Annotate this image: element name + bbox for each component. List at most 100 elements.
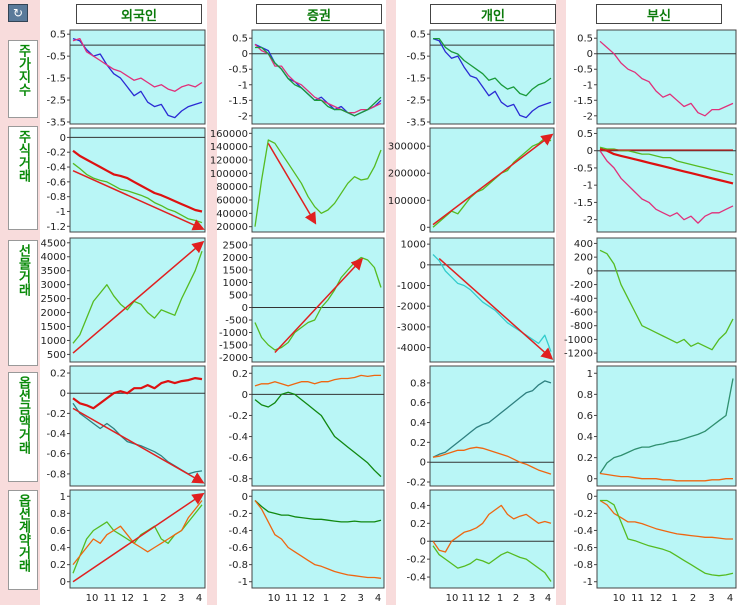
y-tick-label: 0: [420, 458, 426, 469]
y-tick-label: -1000: [564, 335, 593, 346]
y-tick-label: -600: [570, 308, 593, 319]
y-tick-label: -0.5: [573, 65, 593, 76]
trend-arrow: [72, 240, 205, 354]
y-tick-label: -0.8: [228, 474, 248, 485]
series-line-누적: [599, 378, 734, 474]
plot-area: [251, 237, 385, 363]
y-tick-label: 80000: [216, 182, 248, 193]
y-tick-label: -500: [225, 316, 248, 327]
chart-stock-individual: 300000 200000 100000 0: [388, 127, 555, 234]
y-tick-label: -0.2: [406, 478, 426, 489]
plot-area: [251, 489, 385, 589]
y-tick-label: -0.6: [573, 543, 593, 554]
y-tick-label: -0.6: [46, 449, 66, 460]
y-tick-label: 1000: [401, 240, 426, 251]
series-line-순매수: [254, 374, 381, 387]
series-line-순매수: [432, 504, 552, 553]
y-tick-label: 3500: [41, 266, 66, 277]
y-tick-label: -0.4: [228, 526, 248, 537]
series-line-순매수: [72, 377, 203, 410]
y-tick-label: -0.4: [46, 163, 66, 174]
y-tick-label: -0.4: [46, 429, 66, 440]
y-tick-label: -0.6: [228, 453, 248, 464]
y-tick-label: 300000: [388, 142, 426, 153]
bottom-axes: 10 11 12 1 2 3 4 10 11 12 1 2 3 4 10 11 12 1 2 3 4 10 11 12 1 2 3 4: [86, 593, 734, 604]
y-tick-label: -0.2: [228, 411, 248, 422]
y-tick-label: 0: [60, 133, 66, 144]
x-tick-label: 4: [375, 593, 381, 604]
x-tick-label: 10: [613, 593, 626, 604]
y-tick-label: -0.6: [46, 177, 66, 188]
y-tick-label: 1000: [41, 336, 66, 347]
y-tick-label: -1500: [219, 341, 248, 352]
series-line-누적: [72, 250, 203, 344]
y-tick-label: 0.5: [577, 129, 593, 140]
x-tick-label: 3: [529, 593, 535, 604]
series-line-순매수: [599, 472, 733, 482]
x-tick-label: 10: [268, 593, 281, 604]
y-tick-label: 20000: [216, 222, 248, 233]
series-line-순매수: [599, 147, 734, 185]
x-tick-label: 12: [478, 593, 491, 604]
y-tick-label: 0.2: [50, 560, 66, 571]
series-line-지수: [72, 37, 203, 119]
y-tick-label: 0: [587, 492, 593, 503]
y-tick-label: -1.5: [406, 74, 426, 85]
row-label-option-contract: 옵션계약거래: [8, 490, 38, 590]
y-tick-label: 0.4: [410, 501, 426, 512]
y-tick-label: 200: [574, 253, 593, 264]
plot-area: [69, 29, 206, 125]
series-line-순매수: [254, 500, 382, 579]
trend-arrow: [267, 142, 317, 225]
row-label-index: 주가지수: [8, 40, 38, 118]
y-tick-label: -0.5: [228, 65, 248, 76]
y-tick-label: 0: [60, 577, 66, 588]
chart-index-individual: 0.5 -0.5 -1.5 -2.5 -3.5: [406, 29, 555, 129]
y-tick-label: 3000: [41, 280, 66, 291]
x-tick-label: 1: [497, 593, 503, 604]
y-tick-label: -0.4: [573, 526, 593, 537]
y-tick-label: -2000: [397, 302, 426, 313]
column-header-individual: 개인: [430, 4, 556, 24]
y-tick-label: 0: [242, 303, 248, 314]
y-tick-label: 0: [420, 260, 426, 271]
y-tick-label: -1.5: [46, 74, 66, 85]
plot-area: [251, 29, 385, 125]
y-tick-label: 1000: [223, 278, 248, 289]
series-line-누적: [432, 545, 552, 582]
x-tick-label: 11: [103, 593, 116, 604]
y-tick-label: -2: [583, 215, 593, 226]
x-tick-label: 3: [708, 593, 714, 604]
y-tick-label: 400: [574, 239, 593, 250]
y-tick-label: -0.5: [406, 52, 426, 63]
series-line-순매수: [432, 446, 552, 475]
y-tick-label: 0: [420, 223, 426, 234]
y-tick-label: 100000: [210, 169, 248, 180]
y-tick-label: 4000: [41, 252, 66, 263]
x-tick-label: 1: [671, 593, 677, 604]
series-line-증권: [254, 43, 382, 114]
chart-futures-foreign: 4500 4000 3500 3000 2500 2000 1500 1000 500: [41, 237, 206, 363]
y-tick-label: 1: [60, 492, 66, 503]
y-tick-label: -0.8: [46, 469, 66, 480]
y-tick-label: -3.5: [406, 118, 426, 129]
series-line-누적: [599, 249, 734, 351]
y-tick-label: -4000: [397, 343, 426, 354]
y-tick-label: -0.5: [46, 52, 66, 63]
y-tick-label: 4500: [41, 238, 66, 249]
y-tick-label: -0.2: [406, 555, 426, 566]
y-tick-label: -2.5: [46, 96, 66, 107]
y-tick-label: -1200: [564, 349, 593, 360]
chart-stock-bushin: 0.5 0 -0.5 -1 -1.5 -2: [573, 127, 737, 233]
trend-arrow: [274, 257, 364, 354]
y-tick-label: -3000: [397, 322, 426, 333]
y-tick-label: -1000: [219, 328, 248, 339]
refresh-icon[interactable]: ↻: [8, 4, 28, 22]
y-tick-label: 160000: [210, 129, 248, 140]
chart-option-amount-securities: 0.2 0 -0.2 -0.4 -0.6 -0.8: [228, 365, 385, 487]
chart-futures-individual: 1000 0 -1000 -2000 -3000 -4000: [397, 237, 555, 363]
column-header-foreign: 외국인: [76, 4, 202, 24]
y-tick-label: -1000: [397, 281, 426, 292]
y-tick-label: 40000: [216, 209, 248, 220]
y-tick-label: 0.2: [410, 438, 426, 449]
